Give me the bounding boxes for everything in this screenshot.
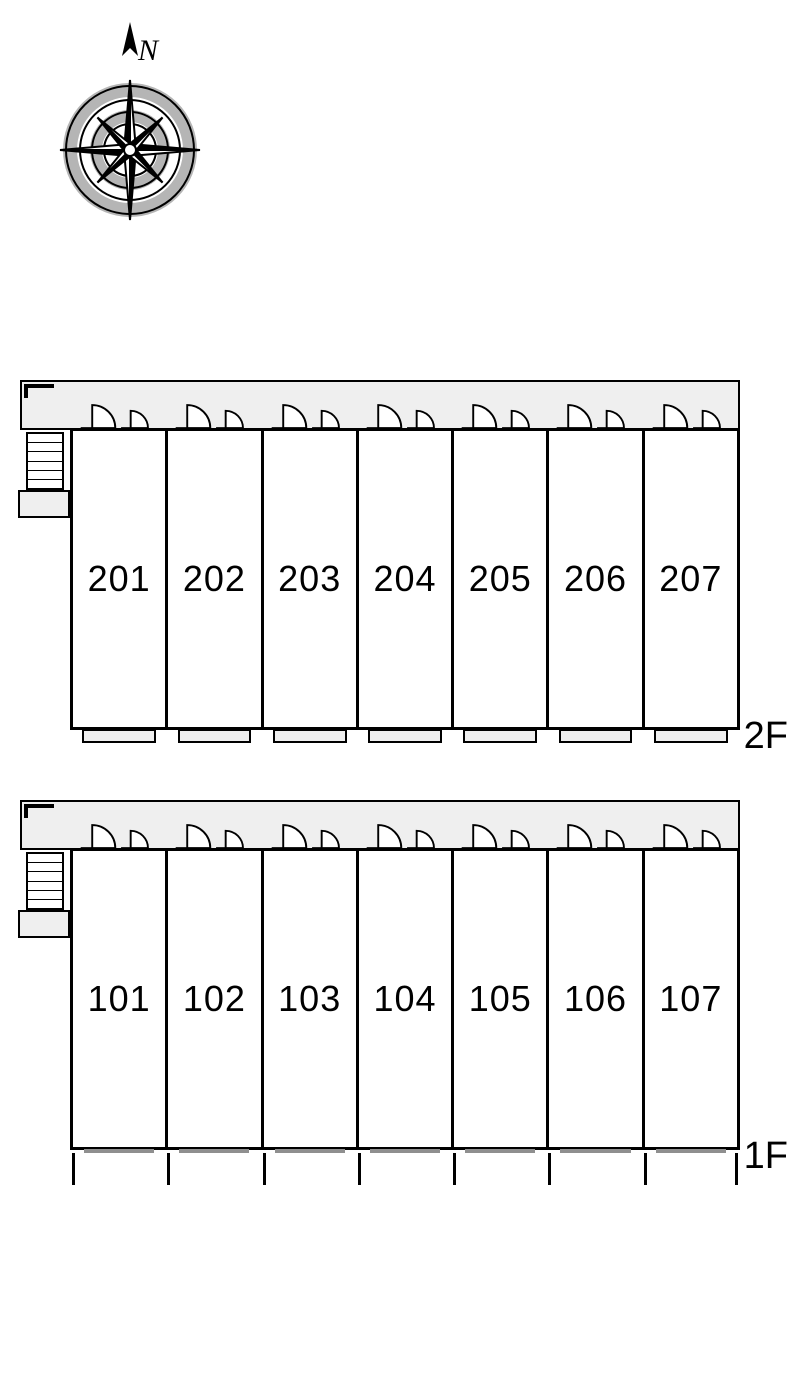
window-sill <box>179 1149 249 1153</box>
unit-label: 103 <box>278 978 341 1020</box>
walkway <box>20 800 740 850</box>
pillar <box>72 1153 75 1185</box>
unit-207: 207 <box>642 428 740 730</box>
window-sill <box>560 1149 630 1153</box>
unit-label: 101 <box>88 978 151 1020</box>
unit-205: 205 <box>451 428 546 730</box>
floorplan-canvas: N <box>0 0 800 1373</box>
pillar <box>358 1153 361 1185</box>
unit-label: 202 <box>183 558 246 600</box>
walkway <box>20 380 740 430</box>
unit-201: 201 <box>70 428 165 730</box>
pillar <box>644 1153 647 1185</box>
unit-206: 206 <box>546 428 641 730</box>
balcony <box>559 729 633 743</box>
unit-label: 206 <box>564 558 627 600</box>
floor-1f: 101 102 103 104 <box>20 800 740 1170</box>
pillar <box>735 1153 738 1185</box>
unit-103: 103 <box>261 848 356 1150</box>
unit-202: 202 <box>165 428 260 730</box>
balcony <box>368 729 442 743</box>
unit-106: 106 <box>546 848 641 1150</box>
floor-label-1f: 1F <box>744 1135 788 1178</box>
floor-2f: 201 202 203 204 205 <box>20 380 740 750</box>
window-sill <box>465 1149 535 1153</box>
north-arrow-icon: N <box>122 22 160 67</box>
unit-label: 203 <box>278 558 341 600</box>
unit-label: 205 <box>469 558 532 600</box>
unit-label: 204 <box>373 558 436 600</box>
unit-label: 207 <box>659 558 722 600</box>
floor-label-2f: 2F <box>744 715 788 758</box>
balcony <box>463 729 537 743</box>
stairs-icon <box>20 430 70 545</box>
stairs-icon <box>20 850 70 965</box>
unit-101: 101 <box>70 848 165 1150</box>
units-row-1f: 101 102 103 104 <box>70 848 740 1150</box>
balcony <box>273 729 347 743</box>
compass-rose: N <box>40 20 220 250</box>
unit-label: 104 <box>373 978 436 1020</box>
unit-label: 201 <box>88 558 151 600</box>
unit-204: 204 <box>356 428 451 730</box>
unit-label: 106 <box>564 978 627 1020</box>
unit-107: 107 <box>642 848 740 1150</box>
unit-105: 105 <box>451 848 546 1150</box>
window-sill <box>370 1149 440 1153</box>
unit-203: 203 <box>261 428 356 730</box>
unit-102: 102 <box>165 848 260 1150</box>
svg-text:N: N <box>137 34 160 67</box>
pillar <box>167 1153 170 1185</box>
window-sill <box>84 1149 154 1153</box>
window-sill <box>656 1149 726 1153</box>
pillar <box>548 1153 551 1185</box>
unit-label: 107 <box>659 978 722 1020</box>
pillar <box>453 1153 456 1185</box>
unit-104: 104 <box>356 848 451 1150</box>
balcony <box>178 729 252 743</box>
units-row-2f: 201 202 203 204 205 <box>70 428 740 730</box>
balcony <box>82 729 156 743</box>
window-sill <box>275 1149 345 1153</box>
unit-label: 105 <box>469 978 532 1020</box>
balcony <box>654 729 728 743</box>
unit-label: 102 <box>183 978 246 1020</box>
pillar <box>263 1153 266 1185</box>
